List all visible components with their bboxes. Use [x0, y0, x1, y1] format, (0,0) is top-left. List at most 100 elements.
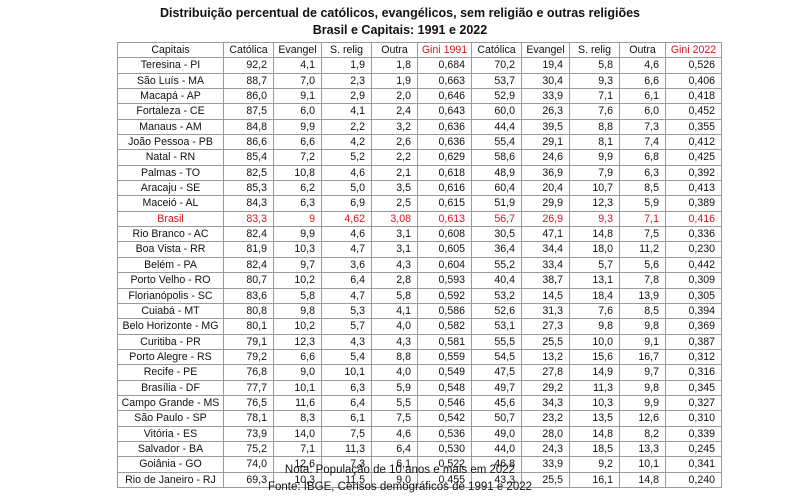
table-cell: 29,1: [521, 134, 570, 151]
table-row: Maceió - AL 84,3 6,3 6,9 2,5 0,615 51,9 29,9 12,…: [117, 195, 722, 212]
table-cell: 12,3: [273, 333, 322, 350]
table-cell: 73,9: [223, 425, 274, 442]
table-cell: 4,6: [371, 425, 418, 442]
table-cell: 5,2: [321, 149, 372, 166]
row-label: Palmas - TO: [117, 164, 224, 182]
table-cell: 0,387: [665, 333, 722, 350]
column-header: Evangel: [273, 41, 322, 59]
table-cell: 4,6: [321, 226, 372, 243]
table-cell: 2,5: [371, 195, 418, 212]
table-cell: 10,1: [321, 364, 372, 381]
table-cell: 9,9: [619, 394, 666, 412]
table-cell: 0,425: [665, 149, 722, 166]
table-cell: 28,0: [521, 425, 570, 442]
table-cell: 3,5: [371, 180, 418, 197]
table-row: Fortaleza - CE 87,5 6,0 4,1 2,4 0,643 60,0 26,3…: [117, 103, 722, 120]
table-cell: 36,9: [521, 164, 570, 182]
table-cell: 8,5: [619, 302, 666, 320]
table-cell: 0,582: [417, 318, 472, 335]
table-cell: 80,7: [223, 272, 274, 289]
table-cell: 1,9: [371, 72, 418, 90]
table-cell: 8,8: [569, 118, 620, 136]
table-cell: 58,6: [471, 149, 522, 166]
table-cell: 9,9: [273, 226, 322, 243]
table-cell: 5,0: [321, 180, 372, 197]
table-row: Natal - RN 85,4 7,2 5,2 2,2 0,629 58,6 24,6 9,9 6…: [117, 149, 722, 166]
table-cell: 6,0: [273, 103, 322, 120]
table-cell: 85,3: [223, 180, 274, 197]
table-cell: 4,7: [321, 241, 372, 258]
table-cell: 86,0: [223, 88, 274, 105]
table-row: Manaus - AM 84,8 9,9 2,2 3,2 0,636 44,4 39,5 8,8…: [117, 118, 722, 136]
table-cell: 14,0: [273, 425, 322, 442]
table-cell: 13,9: [619, 287, 666, 304]
table-cell: 87,5: [223, 103, 274, 120]
table-cell: 12,6: [273, 456, 322, 473]
table-cell: 3,1: [371, 241, 418, 258]
table-cell: 0,646: [417, 88, 472, 105]
row-label: Rio Branco - AC: [117, 226, 224, 243]
table-cell: 47,5: [471, 364, 522, 381]
table-cell: 10,2: [273, 272, 322, 289]
table-cell: 4,3: [371, 256, 418, 274]
column-header: Católica: [223, 41, 274, 59]
table-cell: 6,1: [371, 456, 418, 473]
table-cell: 9,0: [371, 471, 418, 488]
table-source: Fonte: IBGE, Censos demográficos de 1991…: [267, 481, 533, 493]
table-row: Belo Horizonte - MG 80,1 10,2 5,7 4,0 0,582 53…: [117, 318, 722, 335]
table-cell: 4,62: [321, 210, 372, 228]
row-label: Macapá - AP: [117, 88, 224, 105]
table-cell: 2,3: [321, 72, 372, 90]
table-cell: 18,0: [569, 241, 620, 258]
table-cell: 44,4: [471, 118, 522, 136]
table-cell: 2,9: [321, 88, 372, 105]
table-cell: 25,5: [521, 333, 570, 350]
row-label: Brasil: [117, 210, 224, 228]
table-row: Curitiba - PR 79,1 12,3 4,3 4,3 0,581 55,5 25,5…: [117, 333, 722, 350]
table-cell: 0,663: [417, 72, 472, 90]
table-row: Palmas - TO 82,5 10,8 4,6 2,1 0,618 48,9 36,9 7,…: [117, 164, 722, 182]
table-cell: 2,2: [371, 149, 418, 166]
table-cell: 1,8: [371, 57, 418, 74]
table-cell: 60,0: [471, 103, 522, 120]
table-cell: 5,3: [321, 302, 372, 320]
row-label: Belém - PA: [117, 256, 224, 274]
table-cell: 4,1: [321, 103, 372, 120]
table-cell: 6,4: [321, 272, 372, 289]
column-header: Capitais: [117, 41, 224, 59]
table-cell: 0,327: [665, 394, 722, 412]
table-cell: 9,1: [273, 88, 322, 105]
table-cell: 4,1: [371, 302, 418, 320]
table-cell: 88,7: [223, 72, 274, 90]
table-cell: 40,4: [471, 272, 522, 289]
table-cell: 8,5: [619, 180, 666, 197]
table-cell: 9,0: [273, 364, 322, 381]
table-cell: 84,8: [223, 118, 274, 136]
table-cell: 4,0: [371, 364, 418, 381]
table-cell: 7,0: [273, 72, 322, 90]
table-cell: 78,1: [223, 410, 274, 427]
table-cell: 10,1: [619, 456, 666, 473]
table-cell: 4,0: [371, 318, 418, 335]
table-cell: 55,5: [471, 333, 522, 350]
table-cell: 29,2: [521, 379, 570, 396]
table-cell: 79,2: [223, 348, 274, 366]
row-label: Florianópolis - SC: [117, 287, 224, 304]
table-cell: 6,4: [371, 440, 418, 458]
table-cell: 7,3: [619, 118, 666, 136]
table-row: Salvador - BA 75,2 7,1 11,3 6,4 0,530 44,0 24,3…: [117, 440, 722, 458]
table-cell: 0,369: [665, 318, 722, 335]
table-cell: 7,9: [569, 164, 620, 182]
table-cell: 0,394: [665, 302, 722, 320]
table-cell: 7,5: [619, 226, 666, 243]
table-cell: 76,5: [223, 394, 274, 412]
table-cell: 70,2: [471, 57, 522, 74]
table-cell: 53,1: [471, 318, 522, 335]
table-cell: 80,1: [223, 318, 274, 335]
table-cell: 14,8: [569, 226, 620, 243]
table-cell: 49,7: [471, 379, 522, 396]
table-cell: 0,559: [417, 348, 472, 366]
table-cell: 85,4: [223, 149, 274, 166]
table-cell: 2,2: [321, 118, 372, 136]
